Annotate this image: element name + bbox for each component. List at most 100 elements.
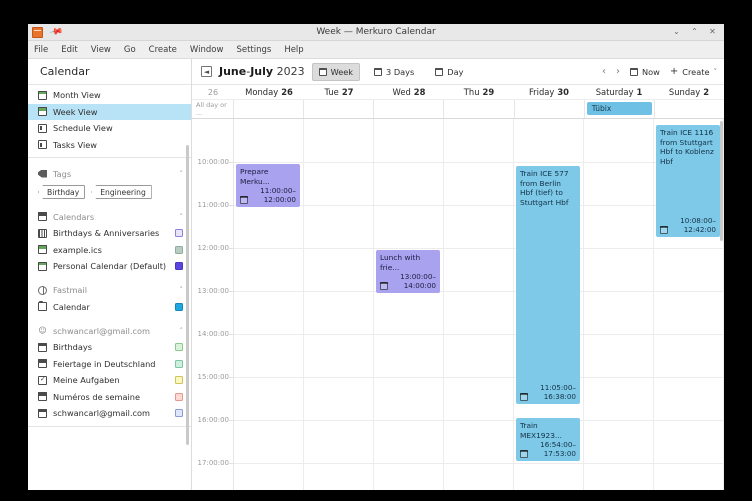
sidebar-item-tasks-view[interactable]: Tasks View — [28, 137, 191, 154]
chevron-up-icon[interactable]: ˄ — [179, 212, 184, 221]
event-time: 10:08:00– 12:42:00 — [680, 216, 716, 234]
view-button-3days[interactable]: 3 Days — [367, 63, 421, 81]
day-header-saturday[interactable]: Saturday 1 — [584, 85, 654, 99]
day-column-monday[interactable]: Prepare Merku... 11:00:00– 12:00:00 — [234, 119, 304, 490]
sidebar-scrollbar[interactable] — [186, 145, 189, 445]
chevron-up-icon[interactable]: ˄ — [179, 169, 184, 178]
hour-label: 15:00:00 — [197, 373, 229, 381]
event-train-mex1923[interactable]: Train MEX1923... 16:54:00– 17:53:00 — [516, 418, 580, 461]
event-lunch-with-friends[interactable]: Lunch with frie... 13:00:00– 14:00:00 — [376, 250, 440, 293]
sidebar-section-calendars[interactable]: Calendars ˄ — [28, 208, 191, 225]
day-header-wednesday[interactable]: Wed 28 — [374, 85, 444, 99]
all-day-cell-thursday[interactable] — [444, 100, 515, 118]
day-header-tuesday[interactable]: Tue 27 — [304, 85, 374, 99]
calendar-item-example-ics[interactable]: example.ics — [28, 242, 191, 259]
color-swatch[interactable] — [175, 245, 183, 254]
event-footer: 10:08:00– 12:42:00 — [660, 216, 716, 234]
next-week-icon[interactable]: › — [616, 66, 621, 77]
sidebar-collapse-icon[interactable]: ◄ — [201, 66, 212, 77]
tag-chip-engineering[interactable]: Engineering — [91, 185, 152, 199]
calendar-item-numeros-de-semaine[interactable]: Numéros de semaine — [28, 389, 191, 406]
all-day-cell-friday[interactable] — [515, 100, 585, 118]
all-day-cell-monday[interactable] — [234, 100, 305, 118]
color-swatch[interactable] — [175, 409, 183, 418]
day-column-thursday[interactable] — [444, 119, 514, 490]
sidebar-section-tags[interactable]: Tags ˄ — [28, 165, 191, 182]
calendar-scrollbar[interactable] — [720, 121, 723, 241]
calendar-item-label: example.ics — [53, 244, 102, 255]
color-swatch[interactable] — [175, 376, 183, 385]
chevron-up-icon[interactable]: ˄ — [179, 286, 184, 294]
sidebar-item-month-view[interactable]: Month View — [28, 87, 191, 104]
sidebar-section-gmail[interactable]: ☺ schwancarl@gmail.com ˄ — [28, 322, 191, 339]
day-columns: Prepare Merku... 11:00:00– 12:00:00 Lunc… — [234, 119, 724, 490]
day-header-friday[interactable]: Friday 30 — [514, 85, 584, 99]
tag-chip-birthday[interactable]: Birthday — [38, 185, 86, 199]
color-swatch[interactable] — [175, 359, 183, 368]
calendar-item-meine-aufgaben[interactable]: Meine Aufgaben — [28, 372, 191, 389]
menu-settings[interactable]: Settings — [236, 44, 272, 55]
plus-icon: + — [669, 65, 679, 77]
event-footer: 11:00:00– 12:00:00 — [240, 186, 296, 204]
menu-go[interactable]: Go — [123, 44, 136, 55]
all-day-event-tubix[interactable]: Tübix — [586, 102, 652, 115]
calendar-item-label: Feiertage in Deutschland — [53, 358, 156, 369]
calendar-item-gmail-account[interactable]: schwancarl@gmail.com — [28, 405, 191, 422]
all-day-cell-tuesday[interactable] — [304, 100, 375, 118]
color-swatch[interactable] — [175, 302, 183, 311]
calendar-item-feiertage[interactable]: Feiertage in Deutschland — [28, 356, 191, 373]
calendar-item-birthdays[interactable]: Birthdays — [28, 339, 191, 356]
menu-help[interactable]: Help — [284, 44, 304, 55]
menu-window[interactable]: Window — [189, 44, 224, 55]
calendar-item-fastmail-calendar[interactable]: Calendar — [28, 299, 191, 316]
all-day-cell-wednesday[interactable] — [374, 100, 445, 118]
color-swatch[interactable] — [175, 392, 183, 401]
menu-view[interactable]: View — [90, 44, 111, 55]
menu-create[interactable]: Create — [148, 44, 177, 55]
close-icon[interactable]: ✕ — [709, 27, 716, 36]
day-column-wednesday[interactable]: Lunch with frie... 13:00:00– 14:00:00 — [374, 119, 444, 490]
maximize-icon[interactable]: ⌃ — [691, 27, 698, 36]
event-train-ice-577[interactable]: Train ICE 577 from Berlin Hbf (tief) to … — [516, 166, 580, 404]
sidebar-item-label: Week View — [53, 106, 98, 117]
view-button-day[interactable]: Day — [428, 63, 470, 81]
calendar-week-icon — [38, 107, 47, 117]
week-number: 26 — [207, 87, 219, 97]
create-button[interactable]: + Create ˅ — [669, 65, 718, 77]
sidebar-divider-bottom — [28, 425, 191, 427]
color-swatch[interactable] — [175, 343, 183, 352]
day-header-thursday[interactable]: Thu 29 — [444, 85, 514, 99]
chevron-down-icon[interactable]: ˅ — [713, 67, 718, 76]
chevron-up-icon[interactable]: ˄ — [179, 326, 184, 335]
menu-edit[interactable]: Edit — [61, 44, 78, 55]
previous-week-icon[interactable]: ‹ — [602, 66, 607, 77]
calendar-item-birthdays-anniversaries[interactable]: Birthdays & Anniversaries — [28, 225, 191, 242]
day-column-tuesday[interactable] — [304, 119, 374, 490]
calendar-file-icon — [38, 261, 47, 271]
calendar-item-personal-calendar[interactable]: Personal Calendar (Default) — [28, 258, 191, 275]
person-icon: ☺ — [38, 326, 47, 335]
pin-icon[interactable]: 📌 — [48, 24, 64, 39]
day-column-friday[interactable]: Train ICE 577 from Berlin Hbf (tief) to … — [514, 119, 584, 490]
view-button-week[interactable]: Week — [311, 62, 361, 81]
event-time: 16:54:00– 17:53:00 — [540, 440, 576, 458]
hour-label: 16:00:00 — [197, 416, 229, 424]
day-name: Tue — [324, 87, 339, 97]
day-header-sunday[interactable]: Sunday 2 — [654, 85, 724, 99]
menu-file[interactable]: File — [34, 44, 49, 55]
color-swatch[interactable] — [175, 262, 183, 271]
minimize-icon[interactable]: ⌄ — [673, 27, 680, 36]
calendar-icon — [380, 282, 388, 290]
event-prepare-merkuro[interactable]: Prepare Merku... 11:00:00– 12:00:00 — [236, 164, 300, 207]
all-day-cell-sunday[interactable] — [655, 100, 724, 118]
all-day-cell-saturday[interactable]: Tübix — [585, 100, 655, 118]
sidebar-item-week-view[interactable]: Week View — [28, 103, 191, 120]
sidebar-section-fastmail[interactable]: Fastmail ˄ — [28, 282, 191, 299]
day-column-sunday[interactable]: Train ICE 1116 from Stuttgart Hbf to Kob… — [654, 119, 724, 490]
day-column-saturday[interactable] — [584, 119, 654, 490]
now-button[interactable]: Now — [630, 67, 660, 77]
day-header-monday[interactable]: Monday 26 — [234, 85, 304, 99]
event-train-ice-1116[interactable]: Train ICE 1116 from Stuttgart Hbf to Kob… — [656, 125, 720, 237]
sidebar-item-schedule-view[interactable]: Schedule View — [28, 120, 191, 137]
color-swatch[interactable] — [175, 229, 183, 238]
